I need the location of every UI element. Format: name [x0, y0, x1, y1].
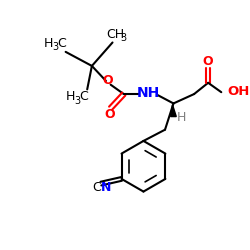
Text: C: C [92, 181, 100, 194]
Text: CH: CH [106, 28, 124, 40]
Polygon shape [171, 105, 176, 117]
Text: OH: OH [227, 85, 249, 98]
Text: 3: 3 [121, 33, 127, 43]
Text: H: H [44, 37, 54, 50]
Text: O: O [102, 74, 113, 88]
Text: 3: 3 [74, 96, 80, 106]
Text: O: O [104, 108, 115, 121]
Text: C: C [58, 37, 66, 50]
Text: 3: 3 [52, 42, 59, 52]
Text: N: N [100, 181, 111, 194]
Text: C: C [79, 90, 88, 103]
Text: O: O [203, 55, 213, 68]
Text: H: H [66, 90, 75, 103]
Text: NH: NH [136, 86, 160, 100]
Text: H: H [176, 111, 186, 124]
